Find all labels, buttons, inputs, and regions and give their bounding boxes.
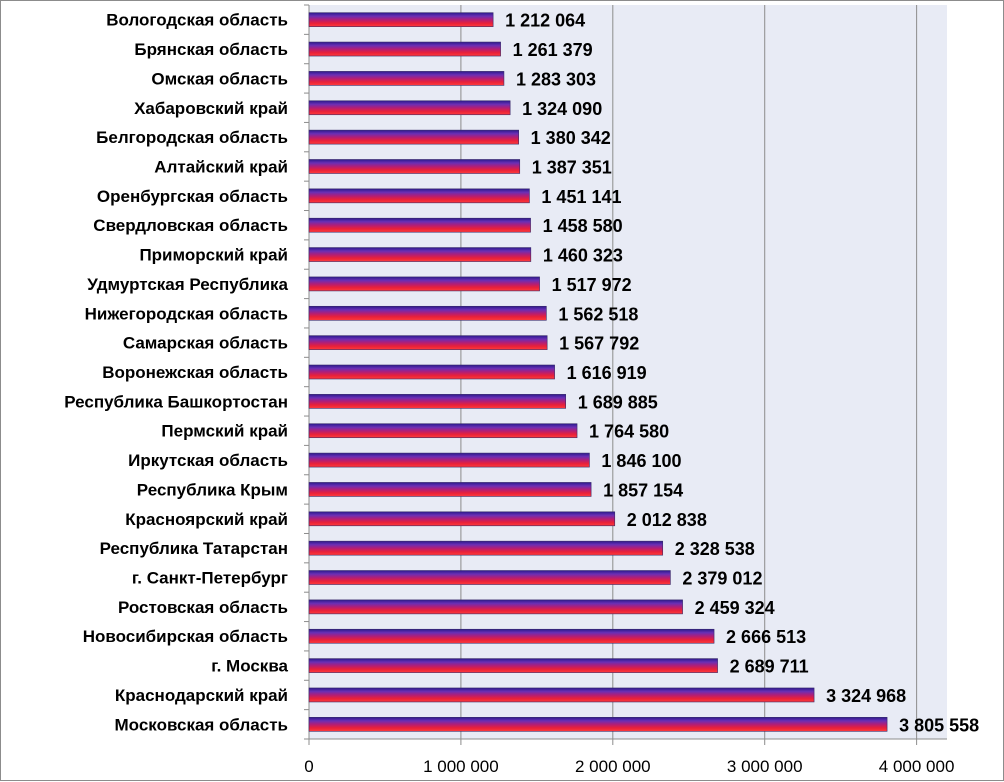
bar (308, 71, 505, 86)
category-label: Краснодарский край (115, 686, 288, 705)
data-label: 1 764 580 (589, 422, 669, 442)
data-label: 3 324 968 (826, 686, 906, 706)
bar (308, 717, 888, 732)
data-label: 1 283 303 (516, 69, 596, 89)
data-label: 1 846 100 (601, 451, 681, 471)
category-label: Ростовская область (118, 598, 288, 617)
category-label: Красноярский край (125, 510, 288, 529)
data-label: 2 379 012 (682, 569, 762, 589)
data-label: 2 689 711 (730, 657, 809, 677)
data-label: 2 666 513 (726, 627, 806, 647)
category-label: Брянская область (134, 40, 288, 59)
data-label: 3 805 558 (899, 715, 979, 735)
data-label: 1 451 141 (541, 187, 621, 207)
category-label: Иркутская область (128, 451, 288, 470)
data-label: 1 324 090 (522, 99, 602, 119)
data-label: 1 857 154 (603, 480, 683, 500)
category-label: Воронежская область (102, 363, 288, 382)
category-label: Республика Татарстан (100, 539, 288, 558)
bar (308, 423, 578, 439)
category-label: Приморский край (139, 246, 288, 265)
data-label: 2 328 538 (675, 539, 755, 559)
data-label: 1 458 580 (543, 216, 623, 236)
data-label: 1 567 792 (559, 334, 639, 354)
x-tick-label: 0 (304, 757, 313, 776)
category-label: г. Санкт-Петербург (132, 569, 288, 588)
x-tick-label: 2 000 000 (575, 757, 651, 776)
category-label: г. Москва (211, 657, 288, 676)
bar (308, 599, 683, 615)
category-label: Новосибирская область (83, 627, 288, 646)
bar (308, 41, 501, 57)
data-label: 1 212 064 (505, 11, 585, 31)
bar (308, 482, 592, 497)
category-label: Московская область (115, 715, 288, 734)
category-label: Оренбургская область (97, 187, 288, 206)
data-label: 2 012 838 (627, 510, 707, 530)
labels: 0 1 000 000 2 000 000 3 000 000 4 000 000 Вол… (64, 11, 979, 776)
category-label: Белгородская область (96, 128, 288, 147)
bar (308, 100, 511, 116)
bar (308, 540, 664, 556)
x-tick-label: 3 000 000 (727, 757, 803, 776)
bar (308, 217, 531, 233)
bar (308, 335, 548, 350)
category-label: Республика Крым (137, 480, 288, 499)
category-label: Нижегородская область (85, 304, 288, 323)
data-label: 1 387 351 (532, 157, 612, 177)
bar (308, 511, 616, 527)
bar (308, 687, 815, 703)
data-label: 1 261 379 (513, 40, 593, 60)
category-label: Удмуртская Республика (87, 275, 288, 294)
data-label: 1 517 972 (552, 275, 632, 295)
category-label: Самарская область (123, 334, 288, 353)
bar (308, 658, 718, 673)
bars (308, 12, 888, 732)
bar (308, 276, 540, 292)
bar (308, 247, 532, 262)
data-label: 1 380 342 (531, 128, 611, 148)
category-label: Омская область (151, 69, 288, 88)
bar (308, 628, 715, 644)
bar (308, 570, 671, 585)
data-label: 1 689 885 (578, 392, 658, 412)
bar (308, 452, 590, 468)
category-label: Вологодская область (106, 11, 288, 30)
bar (308, 364, 555, 380)
bar (308, 394, 567, 409)
bar (308, 305, 547, 321)
category-label: Хабаровский край (134, 99, 288, 118)
gridlines (460, 5, 918, 739)
data-label: 2 459 324 (695, 598, 775, 618)
x-tick-label: 1 000 000 (423, 757, 499, 776)
bar (308, 129, 519, 145)
bar (308, 12, 494, 27)
data-label: 1 562 518 (558, 304, 638, 324)
bar (308, 159, 521, 174)
category-label: Алтайский край (154, 157, 288, 176)
category-label: Республика Башкортостан (64, 392, 288, 411)
bar (308, 188, 530, 204)
category-label: Свердловская область (93, 216, 288, 235)
category-label: Пермский край (161, 422, 288, 441)
x-tick-label: 4 000 000 (879, 757, 955, 776)
data-label: 1 460 323 (543, 246, 623, 266)
data-label: 1 616 919 (567, 363, 647, 383)
